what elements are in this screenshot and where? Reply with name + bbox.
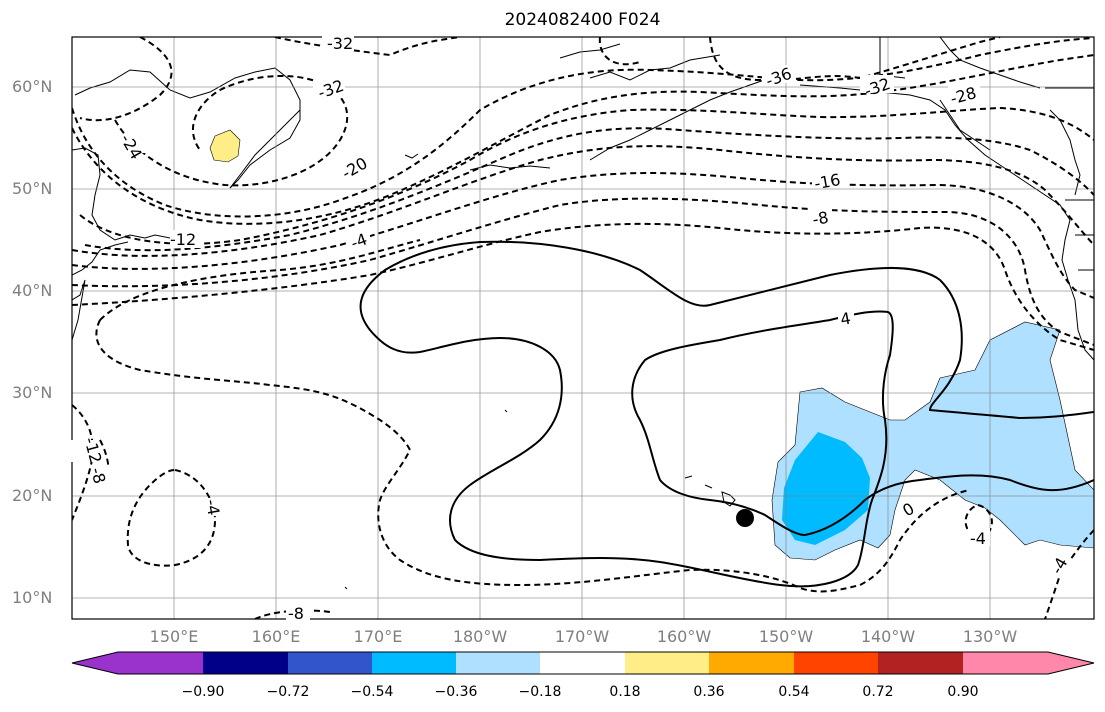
colorbar <box>71 651 1095 675</box>
lat-label: 10°N <box>12 588 53 607</box>
colorbar-tick-label: −0.18 <box>518 684 562 700</box>
contour-label: -8 <box>811 208 830 229</box>
colorbar-tick-label: 0.36 <box>693 684 725 700</box>
lon-label: 160°E <box>251 627 301 646</box>
shading-blue-region <box>782 432 870 545</box>
lon-label: 150°E <box>149 627 199 646</box>
positive-contours <box>359 240 1094 588</box>
colorbar-extend-low <box>72 652 118 674</box>
lat-label: 50°N <box>12 179 53 198</box>
lon-label: 140°W <box>860 627 916 646</box>
map-frame <box>71 36 1095 620</box>
lon-label: 170°E <box>353 627 403 646</box>
colorbar-tick-label: −0.54 <box>350 684 394 700</box>
contour-label: -4 <box>202 498 223 517</box>
contour-label: 4 <box>839 309 852 329</box>
contour-label: -8 <box>288 604 304 623</box>
coastlines <box>72 37 1094 590</box>
lat-label: 20°N <box>12 486 53 505</box>
colorbar-tick-label: −0.72 <box>266 684 310 700</box>
shading-yellow-region <box>209 129 241 163</box>
map-area <box>72 37 1094 619</box>
contour-label: -32 <box>327 34 353 53</box>
colorbar-tick-label: 0.54 <box>778 684 810 700</box>
contour-label: -4 <box>348 229 369 252</box>
colorbar-tick-label: −0.90 <box>181 684 225 700</box>
shading-layer <box>209 129 1094 561</box>
colorbar-tick-label: 0.90 <box>947 684 979 700</box>
contour-label: -8 <box>87 465 109 485</box>
colorbar-tick-label: 0.72 <box>862 684 894 700</box>
lon-label: 180°W <box>452 627 508 646</box>
negative-contours <box>72 37 1094 619</box>
lon-label: 150°W <box>758 627 814 646</box>
lat-label: 60°N <box>12 77 53 96</box>
black-dot <box>736 509 754 527</box>
map-title: 2024082400 F024 <box>504 10 661 30</box>
contour-label: -16 <box>813 170 842 193</box>
contour-label-layer: -32 -32 -36 -32 -28 -24 -20 -16 -12 -8 -… <box>70 33 1072 623</box>
lon-label: 160°W <box>656 627 712 646</box>
lat-label: 30°N <box>12 383 53 402</box>
colorbar-tick-label: −0.36 <box>434 684 478 700</box>
contour-label: -12 <box>170 230 196 249</box>
colorbar-extend-high <box>1048 652 1094 674</box>
contour-label: -4 <box>970 529 986 548</box>
colorbar-tick-label: 0.18 <box>609 684 641 700</box>
lat-label: 40°N <box>12 281 53 300</box>
lon-label: 170°W <box>554 627 610 646</box>
lon-label: 130°W <box>962 627 1018 646</box>
